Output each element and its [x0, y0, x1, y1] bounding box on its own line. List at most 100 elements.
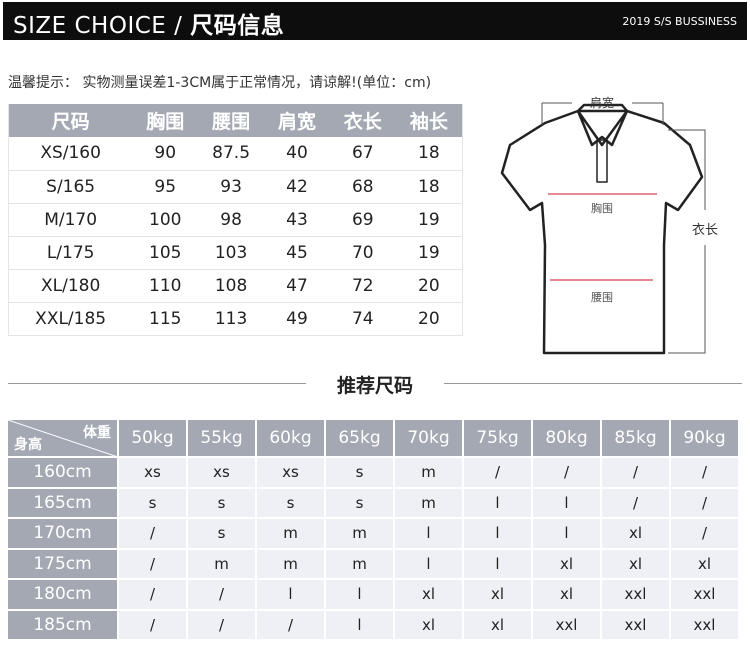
table-cell: 45 [264, 236, 330, 270]
shirt-placket [596, 139, 608, 183]
height-row-header: 160cm [8, 457, 119, 489]
table-row: XXL/185 115 113 49 74 20 [8, 302, 463, 336]
size-cell: s [187, 487, 257, 519]
size-cell: l [256, 579, 326, 611]
measurement-note: 温馨提示： 实物测量误差1-3CM属于正常情况，请谅解!(单位：cm) [8, 75, 432, 91]
height-row-header: 165cm [8, 487, 119, 519]
weight-column-header: 50kg [118, 420, 188, 458]
size-cell: xs [256, 457, 326, 489]
size-cell: l [532, 487, 602, 519]
table-cell: 115 [132, 302, 199, 336]
chest-label: 胸围 [591, 201, 613, 215]
table-cell: 18 [395, 170, 463, 204]
table-row: 175cm / m m m l l xl xl xl [8, 548, 740, 580]
size-cell: s [325, 487, 395, 519]
table-cell: 100 [132, 203, 199, 237]
size-cell: xl [463, 579, 533, 611]
size-cell: / [118, 609, 188, 641]
size-cell: xxl [532, 609, 602, 641]
height-row-header: 170cm [8, 518, 119, 550]
size-cell: s [118, 487, 188, 519]
weight-column-header: 80kg [532, 420, 602, 458]
table-cell: L/175 [8, 236, 133, 270]
table-row: 180cm / / l l xl xl xl xxl xxl [8, 579, 740, 611]
weight-column-header: 85kg [601, 420, 671, 458]
size-cell: m [187, 548, 257, 580]
page-title: SIZE CHOICE / 尺码信息 [13, 6, 284, 40]
size-cell: / [118, 548, 188, 580]
table-row: XS/160 90 87.5 40 67 18 [8, 137, 463, 171]
table-cell: XS/160 [8, 137, 133, 171]
size-cell: xl [394, 609, 464, 641]
size-cell: / [463, 457, 533, 489]
size-cell: m [256, 548, 326, 580]
shoulder-label: 肩宽 [590, 95, 614, 110]
page-header: SIZE CHOICE / 尺码信息 2019 S/S BUSSINESS [3, 2, 747, 40]
size-cell: / [670, 457, 740, 489]
size-cell: / [118, 518, 188, 550]
table-cell: S/165 [8, 170, 133, 204]
title-en: SIZE CHOICE / [13, 13, 191, 39]
height-row-header: 175cm [8, 548, 119, 580]
size-cell: m [394, 487, 464, 519]
table-cell: 110 [132, 269, 199, 303]
table-cell: 108 [198, 269, 265, 303]
size-cell: l [325, 579, 395, 611]
table-cell: 93 [198, 170, 265, 204]
size-cell: xl [601, 548, 671, 580]
table-cell: 19 [395, 236, 463, 270]
length-label: 衣长 [692, 222, 718, 238]
weight-column-header: 90kg [670, 420, 740, 458]
table-cell: 98 [198, 203, 265, 237]
table-row: M/170 100 98 43 69 19 [8, 203, 463, 237]
size-cell: xl [532, 579, 602, 611]
table-cell: 68 [329, 170, 396, 204]
table-cell: 49 [264, 302, 330, 336]
table-cell: 47 [264, 269, 330, 303]
divider-right [444, 383, 742, 384]
weight-column-header: 65kg [325, 420, 395, 458]
size-table: 尺码 胸围 腰围 肩宽 衣长 袖长 XS/160 90 87.5 40 67 18 S/165 95 93… [8, 104, 463, 336]
table-cell: 40 [264, 137, 330, 171]
size-cell: / [532, 457, 602, 489]
size-cell: / [670, 518, 740, 550]
table-cell: 19 [395, 203, 463, 237]
size-cell: xs [187, 457, 257, 489]
column-header: 尺码 [8, 104, 133, 137]
table-cell: 42 [264, 170, 330, 204]
size-cell: m [325, 548, 395, 580]
size-cell: / [601, 457, 671, 489]
size-cell: s [256, 487, 326, 519]
table-cell: 18 [395, 137, 463, 171]
size-cell: m [256, 518, 326, 550]
size-cell: xl [394, 579, 464, 611]
recommend-table: 体重 身高 50kg 55kg 60kg 65kg 70kg 75kg 80kg 85kg 90… [8, 420, 740, 641]
weight-column-header: 75kg [463, 420, 533, 458]
table-cell: 67 [329, 137, 396, 171]
size-cell: l [463, 487, 533, 519]
size-cell: / [256, 609, 326, 641]
diagonal-line [8, 420, 118, 457]
height-row-header: 180cm [8, 579, 119, 611]
column-header: 腰围 [198, 104, 265, 137]
size-cell: m [394, 457, 464, 489]
column-header: 衣长 [329, 104, 396, 137]
table-row: 160cm xs xs xs s m / / / / [8, 457, 740, 489]
size-cell: / [118, 579, 188, 611]
size-cell: xxl [601, 579, 671, 611]
table-cell: 113 [198, 302, 265, 336]
weight-header: 体重 [83, 425, 111, 441]
size-cell: xxl [670, 579, 740, 611]
table-cell: M/170 [8, 203, 133, 237]
size-cell: / [601, 487, 671, 519]
size-cell: l [394, 518, 464, 550]
size-cell: / [670, 487, 740, 519]
size-cell: xl [463, 609, 533, 641]
size-cell: m [325, 518, 395, 550]
size-cell: xl [532, 548, 602, 580]
table-cell: 70 [329, 236, 396, 270]
table-cell: 87.5 [198, 137, 265, 171]
shirt-outline [500, 109, 704, 355]
table-cell: XXL/185 [8, 302, 133, 336]
table-row: 170cm / s m m l l l xl / [8, 518, 740, 550]
